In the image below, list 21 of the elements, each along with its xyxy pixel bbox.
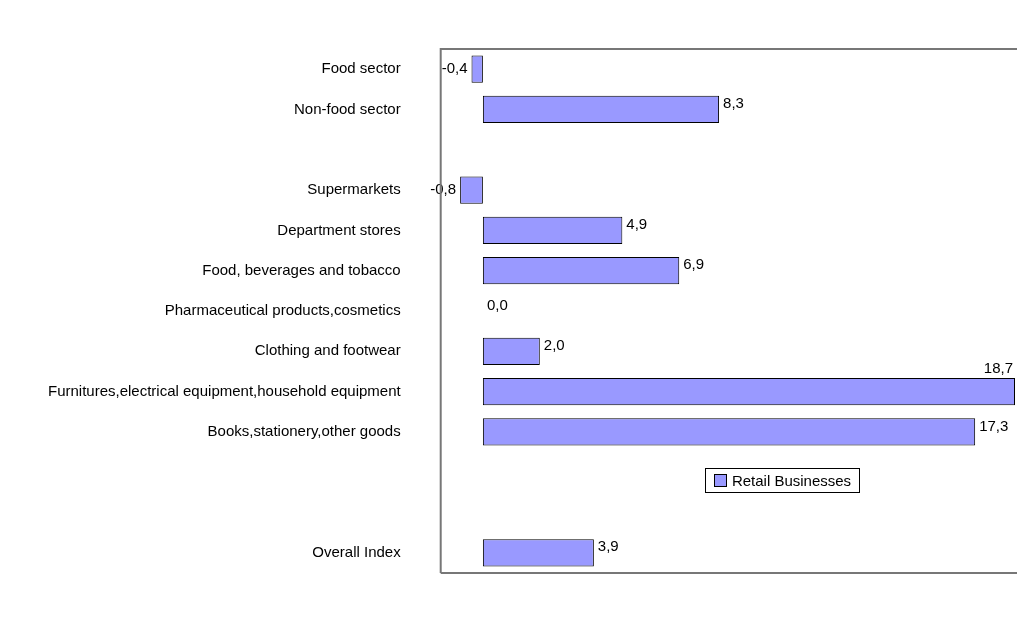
y-tick-label: Food sector <box>321 59 401 77</box>
data-label: 6,9 <box>683 255 705 273</box>
data-label: 0,0 <box>486 295 508 313</box>
y-tick-label: Overall Index <box>312 542 402 560</box>
y-tick-label: Non-food sector <box>293 99 401 117</box>
y-tick-label: Department stores <box>277 220 401 238</box>
y-tick-label: Pharmaceutical products,cosmetics <box>164 301 401 319</box>
data-label: 4,9 <box>626 215 648 233</box>
y-tick-label: Furnitures,electrical equipment,household equipment <box>47 381 402 399</box>
data-label: 3,9 <box>597 537 619 555</box>
y-tick-label: Books,stationery,other goods <box>207 422 401 440</box>
data-label: 18,7 <box>983 358 1013 376</box>
data-label: 2,0 <box>543 335 565 353</box>
data-label: -0,4 <box>441 59 468 77</box>
y-tick-label: Supermarkets <box>307 180 401 198</box>
y-tick-label: Clothing and footwear <box>254 341 401 359</box>
data-label: 17,3 <box>979 416 1009 434</box>
data-label: -0,8 <box>430 180 457 198</box>
y-tick-label: Food, beverages and tobacco <box>202 260 401 278</box>
data-label: 8,3 <box>723 94 744 112</box>
legend-label: Retail Businesses <box>731 472 852 490</box>
